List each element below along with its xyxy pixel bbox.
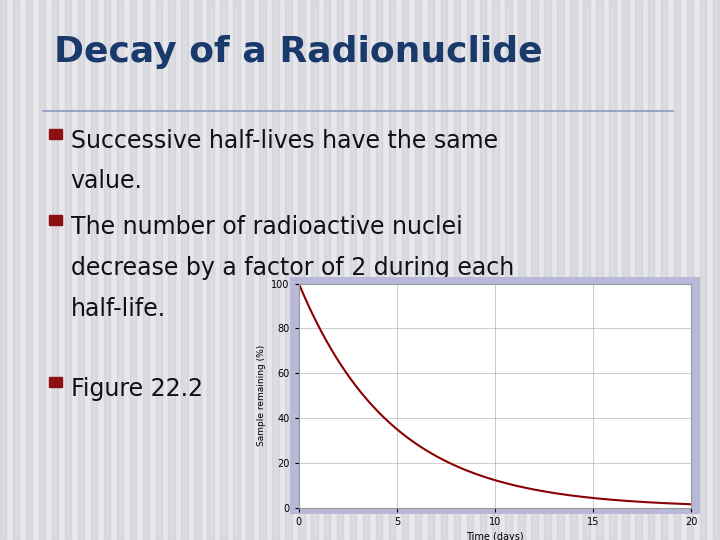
- Bar: [661, 0, 667, 540]
- Bar: [49, 377, 62, 387]
- Bar: [26, 0, 32, 540]
- Bar: [467, 0, 473, 540]
- Bar: [298, 0, 305, 540]
- Bar: [583, 0, 590, 540]
- Bar: [609, 0, 616, 540]
- Bar: [557, 0, 564, 540]
- Bar: [622, 0, 629, 540]
- Bar: [49, 215, 62, 225]
- Bar: [233, 0, 240, 540]
- Bar: [324, 0, 330, 540]
- Bar: [52, 0, 58, 540]
- Bar: [363, 0, 369, 540]
- Bar: [13, 0, 19, 540]
- Bar: [570, 0, 577, 540]
- Bar: [91, 0, 97, 540]
- Bar: [596, 0, 603, 540]
- Bar: [130, 0, 136, 540]
- Bar: [492, 0, 499, 540]
- Bar: [454, 0, 460, 540]
- Y-axis label: Sample remaining (%): Sample remaining (%): [257, 345, 266, 446]
- Bar: [415, 0, 421, 540]
- Text: The number of radioactive nuclei: The number of radioactive nuclei: [71, 215, 462, 239]
- Bar: [635, 0, 642, 540]
- Bar: [246, 0, 253, 540]
- Text: Figure 22.2: Figure 22.2: [71, 377, 202, 401]
- Bar: [648, 0, 654, 540]
- Bar: [713, 0, 719, 540]
- Bar: [531, 0, 538, 540]
- Bar: [337, 0, 343, 540]
- Text: Successive half-lives have the same: Successive half-lives have the same: [71, 129, 498, 153]
- Bar: [389, 0, 395, 540]
- Bar: [687, 0, 693, 540]
- X-axis label: Time (days): Time (days): [466, 532, 524, 540]
- Bar: [402, 0, 408, 540]
- Bar: [350, 0, 356, 540]
- Bar: [49, 129, 62, 139]
- Bar: [78, 0, 84, 540]
- Bar: [168, 0, 175, 540]
- Bar: [143, 0, 149, 540]
- Bar: [156, 0, 162, 540]
- Bar: [505, 0, 512, 540]
- Bar: [285, 0, 292, 540]
- Bar: [39, 0, 45, 540]
- Bar: [194, 0, 201, 540]
- Bar: [428, 0, 434, 540]
- Text: Decay of a Radionuclide: Decay of a Radionuclide: [54, 35, 543, 69]
- Text: half-life.: half-life.: [71, 298, 166, 321]
- Bar: [220, 0, 227, 540]
- Bar: [544, 0, 551, 540]
- Bar: [65, 0, 71, 540]
- Bar: [376, 0, 382, 540]
- Bar: [272, 0, 279, 540]
- Bar: [181, 0, 188, 540]
- Bar: [104, 0, 110, 540]
- Bar: [441, 0, 447, 540]
- Bar: [700, 0, 706, 540]
- Bar: [259, 0, 266, 540]
- Bar: [207, 0, 214, 540]
- Bar: [518, 0, 525, 540]
- Bar: [480, 0, 486, 540]
- Bar: [0, 0, 6, 540]
- Bar: [674, 0, 680, 540]
- Bar: [117, 0, 123, 540]
- Bar: [311, 0, 318, 540]
- Text: decrease by a factor of 2 during each: decrease by a factor of 2 during each: [71, 256, 514, 280]
- Text: value.: value.: [71, 170, 143, 193]
